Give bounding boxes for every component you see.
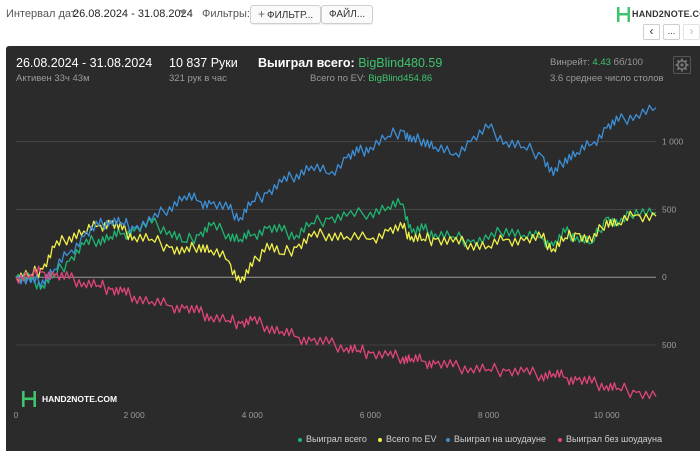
- logo-text: HAND2NOTE.COM: [632, 9, 700, 19]
- winrate-per: бб/100: [613, 57, 643, 68]
- winrate-label: Винрейт:: [550, 57, 590, 68]
- won-total-label: Выиграл всего:: [258, 56, 355, 70]
- watermark-text: HAND2NOTE.COM: [42, 394, 118, 404]
- legend-dot-green: [298, 437, 302, 442]
- x-tick-label: 4 000: [242, 410, 264, 420]
- next-button[interactable]: ›: [683, 24, 700, 40]
- filters-label: Фильтры:: [202, 8, 250, 20]
- winrate: Винрейт: 4.43 бб/100: [550, 57, 643, 68]
- filter-button[interactable]: + ФИЛЬТР...: [250, 5, 322, 24]
- legend-item-showdown[interactable]: Выиграл на шоудауне: [446, 434, 546, 444]
- y-tick-label: 500: [662, 340, 676, 350]
- plus-icon: +: [258, 7, 266, 21]
- legend-item-ev[interactable]: Всего по EV: [378, 434, 436, 444]
- gear-icon: [675, 58, 689, 72]
- won-total-value: BigBlind480.59: [358, 56, 443, 70]
- profit-chart: 1 000 500 0 500 0 2 000 4 000 6 000 8 000 10 000: [14, 104, 684, 420]
- ev-label: Всего по EV:: [310, 73, 366, 84]
- legend-label: Всего по EV: [386, 434, 437, 444]
- chart-ticks: 1 000 500 0 500 0 2 000 4 000 6 000 8 000 10 000: [14, 137, 684, 420]
- x-tick-label: 2 000: [123, 410, 145, 420]
- x-tick-label: 8 000: [478, 410, 500, 420]
- toolbar: Интервал дат: 26.08.2024 - 31.08.2024 Фи…: [0, 0, 700, 45]
- file-button-label: ФАЙЛ...: [329, 9, 366, 20]
- ev-value: BigBlind454.86: [368, 73, 433, 84]
- more-icon: ...: [667, 26, 676, 36]
- winrate-value: 4.43: [592, 57, 611, 68]
- chart-grid: [16, 141, 656, 346]
- date-range: 26.08.2024 - 31.08.2024: [16, 56, 153, 70]
- interval-select[interactable]: 26.08.2024 - 31.08.2024: [73, 8, 193, 20]
- avg-tables: 3.6 среднее число столов: [550, 73, 664, 84]
- hands-per-hour: 321 рук в час: [169, 73, 227, 84]
- legend-item-non-showdown[interactable]: Выиграл без шоудауна: [558, 434, 662, 444]
- series-line-won-total: [15, 197, 657, 290]
- chevron-right-icon: ›: [689, 24, 694, 38]
- x-tick-label: 0: [14, 410, 19, 420]
- chart-series: [15, 104, 657, 400]
- y-tick-label: 1 000: [662, 137, 684, 147]
- chevron-left-icon: ‹: [649, 24, 654, 38]
- legend-item-won-total[interactable]: Выиграл всего: [298, 434, 367, 444]
- x-tick-label: 10 000: [594, 410, 620, 420]
- legend-label: Выиграл всего: [306, 434, 367, 444]
- interval-label: Интервал дат:: [6, 8, 79, 20]
- legend-label: Выиграл на шоудауне: [454, 434, 546, 444]
- legend-dot-yellow: [378, 437, 382, 442]
- series-line-ev: [15, 210, 657, 284]
- series-line-showdown: [15, 104, 657, 288]
- series-line-non-showdown: [15, 265, 657, 400]
- y-tick-label: 0: [662, 272, 667, 282]
- settings-button[interactable]: [673, 56, 691, 74]
- graph-panel: 26.08.2024 - 31.08.2024 Активен 33ч 43м …: [6, 46, 700, 451]
- filter-button-label: ФИЛЬТР...: [267, 10, 314, 21]
- legend-dot-blue: [446, 437, 450, 442]
- chevron-down-icon[interactable]: [179, 10, 187, 15]
- h-watermark-icon: [22, 391, 36, 407]
- hands-count: 10 837 Руки: [169, 56, 238, 70]
- chart-watermark: HAND2NOTE.COM: [22, 391, 117, 407]
- active-time: Активен 33ч 43м: [16, 73, 90, 84]
- ev-total: Всего по EV: BigBlind454.86: [310, 73, 432, 84]
- legend-dot-red: [558, 437, 562, 442]
- y-tick-label: 500: [662, 204, 676, 214]
- won-total: Выиграл всего: BigBlind480.59: [258, 56, 442, 70]
- file-button[interactable]: ФАЙЛ...: [321, 5, 374, 24]
- x-tick-label: 6 000: [360, 410, 382, 420]
- prev-button[interactable]: ‹: [643, 24, 660, 40]
- h-logo-icon: [617, 7, 630, 22]
- legend-label: Выиграл без шоудауна: [566, 434, 662, 444]
- more-button[interactable]: ...: [663, 24, 680, 40]
